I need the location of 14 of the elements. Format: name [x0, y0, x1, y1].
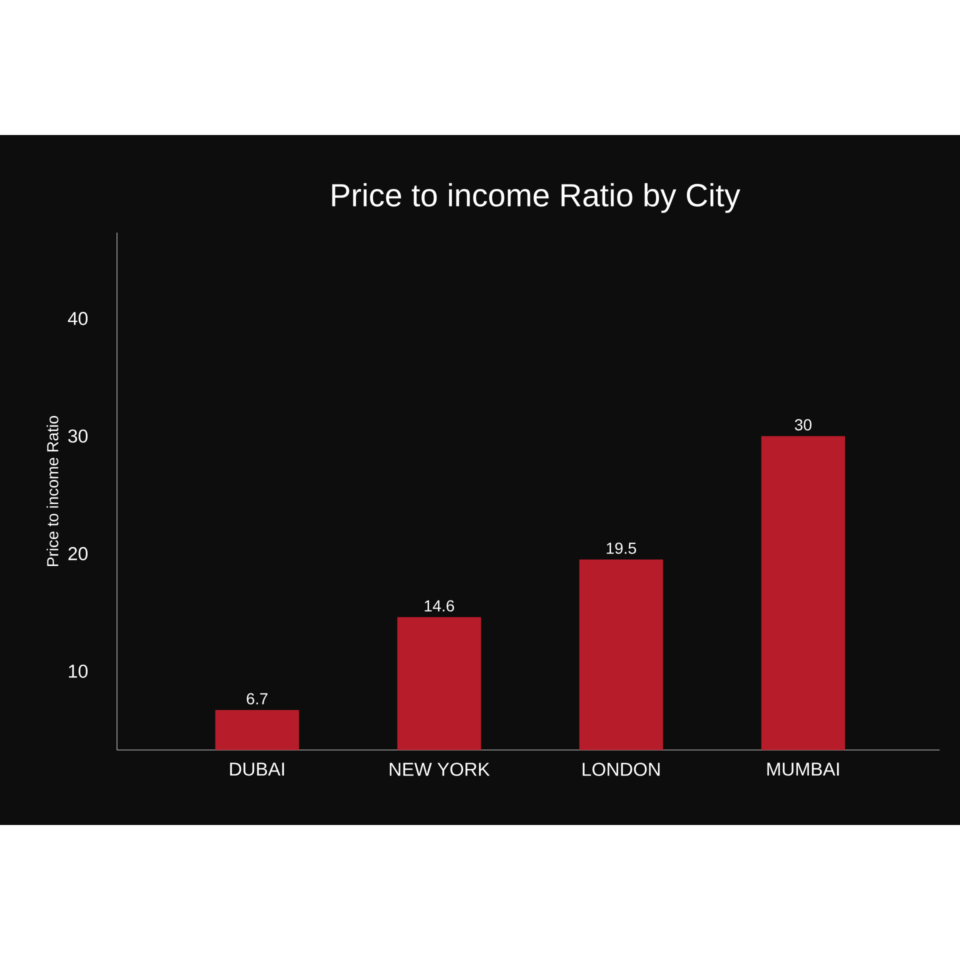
x-tick-label: MUMBAI: [767, 762, 839, 776]
x-tick-label: NEW YORK: [390, 762, 490, 776]
x-tick-label: LONDON: [582, 762, 660, 776]
y-axis-title: Price to income Ratio: [46, 416, 58, 566]
y-tick-label: 10: [68, 664, 88, 678]
data-label: 14.6: [424, 600, 454, 612]
data-label: 6.7: [246, 693, 268, 704]
data-label: 19.5: [606, 542, 636, 554]
x-tick-label: DUBAI: [230, 762, 284, 776]
chart-title: Price to income Ratio by City: [332, 183, 740, 213]
y-tick-label: 20: [68, 547, 88, 560]
y-tick-label: 30: [68, 429, 88, 443]
data-label: 30: [794, 419, 812, 430]
y-tick-label: 40: [68, 312, 88, 326]
